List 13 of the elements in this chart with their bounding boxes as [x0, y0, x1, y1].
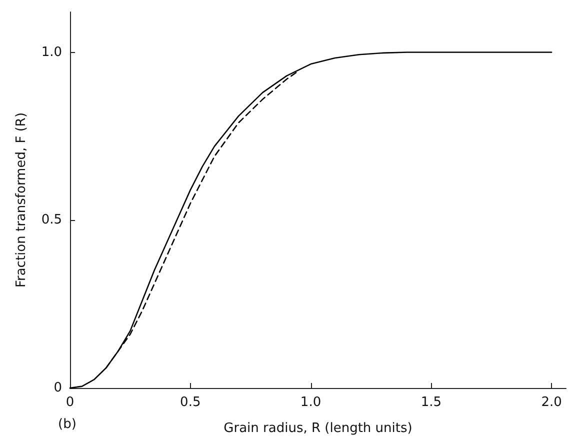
x-tick-label: 1.5 [420, 395, 442, 410]
x-axis-title: Grain radius, R (length units) [224, 421, 412, 436]
x-tick-label: 2.0 [541, 395, 562, 410]
x-tick-label: 1.0 [300, 395, 322, 410]
text: (b) [58, 417, 76, 432]
x-tick-label: 0.5 [180, 395, 201, 410]
y-tick-label: 1.0 [41, 44, 62, 60]
x-tick-label: 0 [66, 395, 74, 410]
y-axis-title: Fraction transformed, F (R) [14, 112, 29, 288]
line-series [105, 70, 300, 369]
y-tick-label: 0 [54, 380, 62, 396]
y-tick-label: 0.5 [41, 212, 62, 228]
line-series [69, 52, 552, 389]
